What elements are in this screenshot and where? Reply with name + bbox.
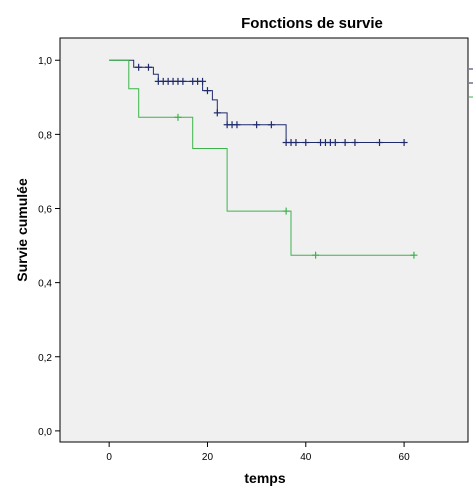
y-tick-label: 0,4 — [38, 279, 52, 290]
survival-curve — [109, 59, 414, 256]
censor-mark — [213, 109, 221, 117]
censor-mark — [341, 139, 349, 147]
y-tick-label: 1,0 — [38, 56, 52, 67]
x-tick-label: 40 — [300, 452, 312, 463]
y-tick-label: 0,6 — [38, 204, 52, 215]
censor-mark — [233, 121, 241, 129]
legend-stub — [469, 68, 473, 98]
censor-mark — [267, 121, 275, 129]
series-layer — [109, 59, 418, 259]
plot-area — [59, 37, 469, 443]
x-tick-label: 0 — [106, 452, 112, 463]
censor-mark — [351, 139, 359, 147]
censor-mark — [312, 251, 320, 259]
censor-mark — [331, 139, 339, 147]
censor-mark — [410, 251, 418, 259]
chart-title: Fonctions de survie — [241, 15, 383, 32]
censor-mark — [302, 139, 310, 147]
x-tick-label: 60 — [399, 452, 411, 463]
x-tick-label: 20 — [202, 452, 214, 463]
series-1 — [109, 59, 408, 147]
censor-mark — [179, 77, 187, 85]
censor-mark — [144, 63, 152, 71]
censor-mark — [174, 113, 182, 121]
censor-mark — [253, 121, 261, 129]
series-2 — [109, 59, 418, 259]
censor-mark — [400, 139, 408, 147]
y-axis: 0,0 0,2 0,4 0,6 0,8 1,0 — [38, 56, 60, 438]
y-tick-label: 0,2 — [38, 353, 52, 364]
x-axis-label: temps — [244, 470, 285, 486]
x-axis: 0 20 40 60 — [106, 442, 410, 463]
censor-mark — [203, 87, 211, 95]
censor-mark — [199, 77, 207, 85]
censor-mark — [292, 139, 300, 147]
censor-mark — [135, 63, 143, 71]
y-tick-label: 0,8 — [38, 130, 52, 141]
y-axis-label: Survie cumulée — [14, 178, 30, 282]
y-tick-label: 0,0 — [38, 427, 52, 438]
censor-mark — [282, 207, 290, 215]
censor-mark — [376, 139, 384, 147]
